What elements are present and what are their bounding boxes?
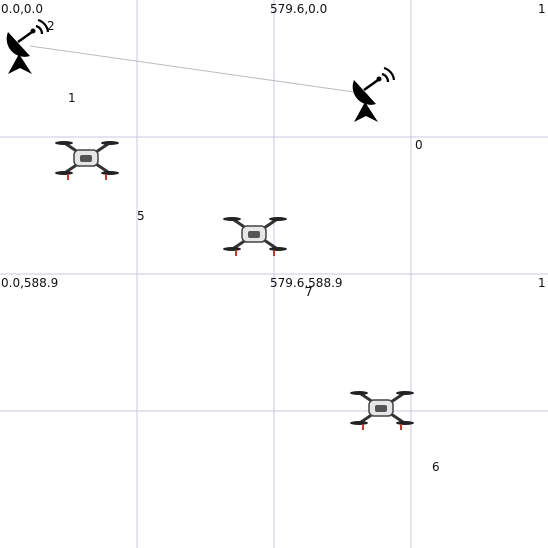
node-label-2: 2	[47, 19, 55, 33]
node-label-7: 7	[305, 285, 313, 299]
drone-6[interactable]	[350, 391, 414, 430]
ground-station-2[interactable]: 2	[6, 18, 55, 74]
coord-label-top-middle: 579.6,0.0	[270, 2, 327, 16]
drone-icon	[350, 391, 414, 430]
coord-label-mid-right: 1	[538, 276, 546, 290]
coord-label-top-right: 1	[538, 2, 546, 16]
node-label-1: 1	[68, 91, 76, 105]
satellite-dish-icon	[352, 66, 396, 122]
drone-icon	[55, 141, 119, 180]
node-label-5: 5	[137, 209, 145, 223]
coord-label-top-left: 0.0,0.0	[1, 2, 43, 16]
satellite-dish-icon	[6, 18, 50, 74]
drone-5[interactable]	[55, 141, 119, 180]
coord-label-mid-left: 0.0,588.9	[1, 276, 58, 290]
coord-label-center: 579.6,588.9	[270, 276, 343, 290]
ground-station-0[interactable]	[352, 66, 396, 122]
drone-7[interactable]	[223, 217, 287, 256]
node-label-0: 0	[415, 138, 423, 152]
drone-icon	[223, 217, 287, 256]
link-2-0	[29, 45, 369, 95]
node-label-6: 6	[432, 460, 440, 474]
